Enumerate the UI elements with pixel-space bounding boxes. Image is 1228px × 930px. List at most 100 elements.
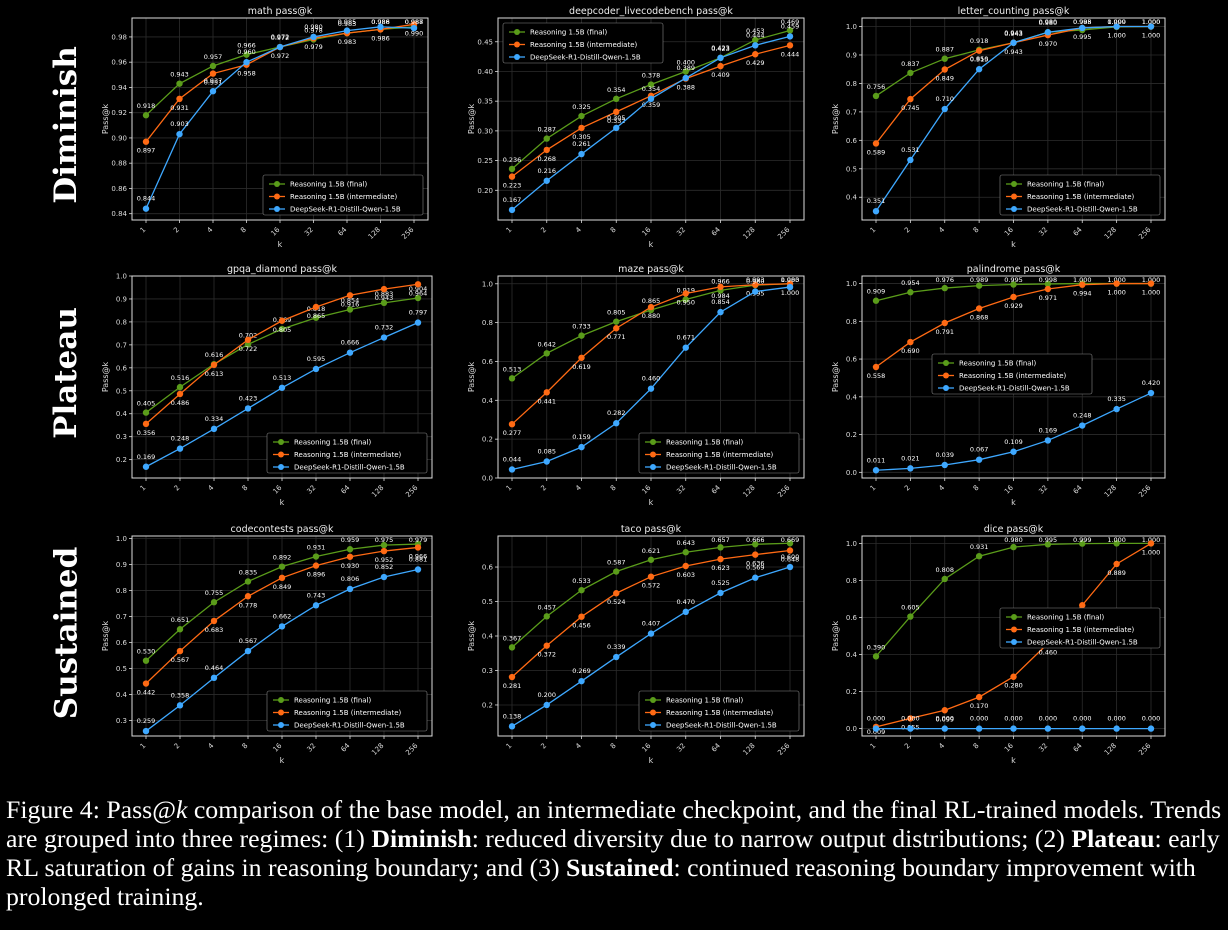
data-label: 0.980 [1039,18,1058,26]
data-point [1010,543,1017,551]
x-tick-label: 64 [339,483,351,495]
legend-label: Reasoning 1.5B (final) [1027,614,1105,622]
data-label: 0.469 [781,18,800,26]
data-label: 0.356 [137,429,156,437]
data-label: 0.423 [711,44,730,52]
data-point [508,420,516,428]
caption-prefix: Figure 4: Pass@ [6,795,176,824]
data-label: 0.444 [746,31,765,39]
y-tick-label: 0.8 [116,318,127,326]
legend: Reasoning 1.5B (final) Reasoning 1.5B (in… [266,432,428,474]
data-label: 0.989 [970,276,989,284]
legend-label: Reasoning 1.5B (intermediate) [1027,626,1134,634]
data-point [142,727,150,735]
y-tick-label: 0.4 [116,691,128,699]
data-label: 0.960 [746,278,765,286]
data-label: 0.405 [137,400,156,408]
y-tick-label: 0.9 [116,295,127,303]
caption-text: : continued reasoning boundary improveme… [6,853,1196,911]
legend-marker [278,439,284,445]
x-axis-label: k [649,498,654,507]
y-tick-label: 0.2 [116,456,127,464]
data-label: 0.358 [171,691,190,699]
y-tick-label: 0.20 [477,187,493,195]
data-label: 0.943 [375,294,394,302]
legend-marker [650,697,656,703]
data-label: 0.389 [676,64,695,72]
chart-title: gpqa_diamond pass@k [227,264,338,275]
data-point [543,177,550,184]
data-label: 0.964 [409,289,428,297]
chart-title: maze pass@k [618,264,684,275]
data-label: 0.865 [307,312,326,320]
data-label: 0.021 [901,454,920,462]
legend-marker [943,372,949,379]
data-label: 0.044 [503,455,522,463]
y-tick-label: 0.4 [482,397,494,405]
data-point [380,573,388,581]
data-point [752,551,759,558]
data-point [578,613,585,620]
data-label: 0.287 [537,126,556,134]
legend: Reasoning 1.5B (final) Reasoning 1.5B (in… [931,353,1093,395]
data-point [312,602,320,609]
data-point [872,653,880,660]
chart-panel-1: 0.84 0.86 0.88 0.90 0.92 0.94 0.96 0.98 1 2 4 8 16 32… [101,6,429,249]
data-point [907,338,914,346]
data-point [907,156,914,164]
chart-title: taco pass@k [621,524,682,535]
data-label: 0.423 [239,394,258,402]
data-label: 0.039 [935,451,954,459]
data-label: 0.236 [503,156,522,164]
data-point [1010,448,1017,455]
data-label: 0.984 [711,292,730,300]
y-tick-label: 0.2 [846,688,857,696]
data-label: 0.388 [676,84,695,92]
data-label: 1.000 [1142,18,1161,26]
data-point [244,578,252,585]
figure-grid: Diminish Plateau Sustained 0.84 0.86 0.88 0… [48,6,1166,765]
data-label: 0.359 [642,101,661,109]
x-tick-label: 4 [937,741,946,750]
data-label: 0.420 [1142,379,1161,387]
x-tick-label: 32 [303,226,315,238]
data-point [380,299,388,307]
legend: Reasoning 1.5B (final) Reasoning 1.5B (in… [638,690,800,732]
data-label: 0.975 [375,536,394,544]
data-point [543,350,550,357]
data-label: 1.000 [1142,32,1161,40]
data-point [752,51,759,58]
data-label: 0.372 [537,651,556,659]
data-point [543,135,550,142]
data-label: 0.269 [572,667,591,675]
y-axis-label: Pass@k [467,103,476,134]
data-label: 0.950 [676,298,695,306]
data-point [176,702,184,709]
data-label: 0.000 [935,715,954,723]
charts-svg: 0.840.860.880.900.920.940.960.981 2 4 8 16 32… [101,6,1166,765]
x-axis-label: k [649,756,654,765]
data-label: 0.733 [572,323,591,331]
data-label: 0.929 [1004,302,1023,310]
data-point [543,701,550,709]
data-label: 0.009 [867,728,886,736]
legend-box [638,690,800,732]
data-point [508,673,516,681]
data-label: 0.662 [273,612,292,620]
data-point [1147,280,1155,287]
data-point [543,642,550,649]
data-point [278,325,286,333]
data-label: 0.335 [1107,395,1126,403]
y-tick-label: 1.0 [846,540,857,548]
legend-marker [514,41,520,48]
data-label: 0.280 [1004,682,1023,690]
data-point [907,69,914,77]
y-tick-label: 0.0 [482,475,493,483]
x-tick-label: 64 [1072,741,1084,753]
x-tick-label: 2 [903,226,912,235]
data-point [508,723,516,730]
data-point [380,334,388,341]
data-point [1147,725,1155,732]
data-label: 0.216 [537,167,556,175]
data-label: 0.169 [137,453,156,461]
